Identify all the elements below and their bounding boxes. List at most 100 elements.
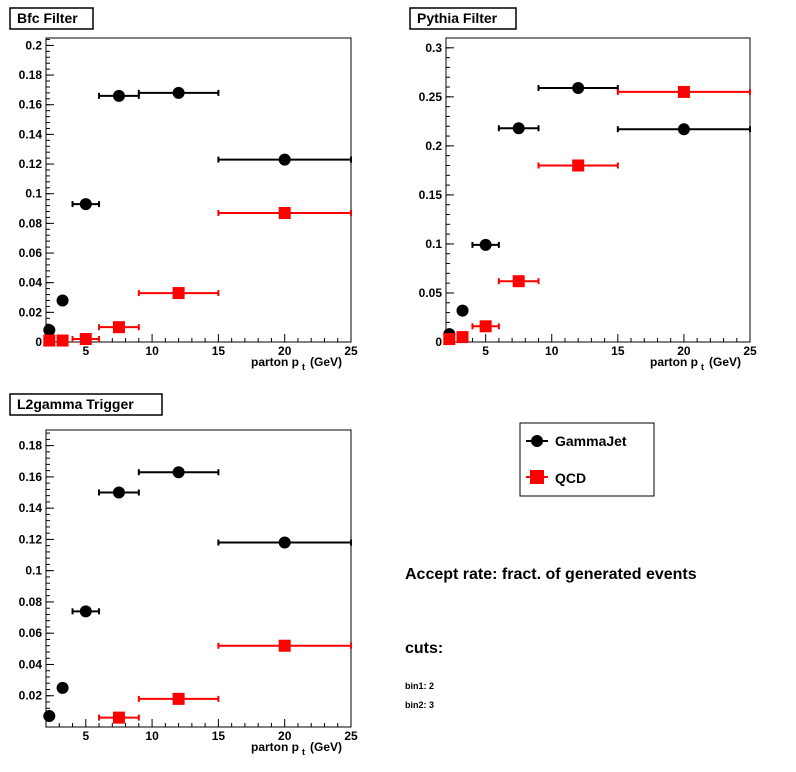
gammajet-point xyxy=(278,536,291,549)
qcd-point xyxy=(172,692,185,705)
y-tick-label: 0.08 xyxy=(19,595,43,609)
x-tick-label: 15 xyxy=(611,344,625,358)
x-axis-label-unit: (GeV) xyxy=(310,355,342,369)
plot-frame xyxy=(45,37,352,343)
y-tick-label: 0.04 xyxy=(19,657,43,671)
y-tick-label: 0.3 xyxy=(425,41,442,55)
data-marks xyxy=(43,86,352,347)
y-tick-label: 0.25 xyxy=(419,90,443,104)
accept-rate-text: Accept rate: fract. of generated events xyxy=(405,566,697,583)
x-axis-label: parton p xyxy=(251,355,299,369)
qcd-point xyxy=(443,333,456,346)
title-box xyxy=(9,7,94,30)
y-tick-label: 0.1 xyxy=(25,187,42,201)
qcd-point xyxy=(278,639,291,652)
axis-ticks: 5 10 15 20 25 0 0.02 0.04 0.06 0.08 0.1 0.12 0.14 0.1… xyxy=(19,38,358,358)
data-marks xyxy=(43,466,352,724)
y-tick-label: 0.02 xyxy=(19,689,43,703)
y-tick-label: 0.06 xyxy=(19,246,43,260)
svg-text:parton pt(GeV): parton p t (GeV) xyxy=(650,355,741,372)
y-tick-label: 0.15 xyxy=(419,188,443,202)
y-tick-label: 0.06 xyxy=(19,626,43,640)
gammajet-point xyxy=(512,122,525,135)
x-axis-label-sub: t xyxy=(302,362,305,372)
gammajet-point xyxy=(572,82,585,95)
plot-frame xyxy=(45,429,352,728)
legend-qcd-marker xyxy=(530,470,544,484)
bin2-text: bin2: 3 xyxy=(405,700,434,710)
qcd-point xyxy=(112,711,125,724)
y-tick-label: 0.16 xyxy=(19,98,43,112)
legend-gammajet-label: GammaJet xyxy=(555,433,627,449)
plot-frame xyxy=(445,37,751,343)
x-tick-label: 5 xyxy=(482,344,489,358)
gammajet-point xyxy=(79,198,92,211)
gammajet-point xyxy=(43,710,56,723)
y-tick-label: 0.08 xyxy=(19,216,43,230)
gammajet-point xyxy=(677,123,690,136)
y-tick-label: 0.18 xyxy=(19,68,43,82)
svg-text:parton pt(GeV): parton p t (GeV) xyxy=(251,740,342,757)
x-tick-label: 5 xyxy=(82,344,89,358)
y-tick-label: 0.12 xyxy=(19,532,43,546)
panel-bfc-filter: Bfc Filter 5 10 15 20 25 0 0.02 0.04 0.06 0.08 0.1… xyxy=(9,7,358,372)
panel-title: Bfc Filter xyxy=(17,10,78,26)
y-tick-label: 0.1 xyxy=(25,564,42,578)
x-axis-label: parton p xyxy=(251,740,299,754)
x-tick-label: 25 xyxy=(344,729,358,743)
qcd-point xyxy=(56,334,69,347)
x-tick-label: 5 xyxy=(82,729,89,743)
x-tick-label: 20 xyxy=(677,344,691,358)
y-tick-label: 0.18 xyxy=(19,439,43,453)
qcd-point xyxy=(479,320,492,333)
axis-ticks: 5 10 15 20 25 0.02 0.04 0.06 0.08 0.1 0.12 0.14 0.16… xyxy=(19,432,358,743)
cuts-label: cuts: xyxy=(405,640,443,657)
y-tick-label: 0 xyxy=(35,335,42,349)
y-tick-label: 0.1 xyxy=(425,237,442,251)
y-tick-label: 0.14 xyxy=(19,127,43,141)
panel-title: L2gamma Trigger xyxy=(17,396,134,412)
gammajet-point xyxy=(479,238,492,251)
qcd-point xyxy=(278,206,291,219)
x-tick-label: 10 xyxy=(145,729,159,743)
panel-title: Pythia Filter xyxy=(417,10,498,26)
qcd-point xyxy=(172,287,185,300)
gammajet-point xyxy=(172,86,185,99)
legend-frame xyxy=(519,422,655,497)
title-box xyxy=(409,7,517,30)
x-tick-label: 25 xyxy=(344,344,358,358)
gammajet-point xyxy=(112,89,125,102)
info-block: Accept rate: fract. of generated events … xyxy=(405,566,697,710)
gammajet-point xyxy=(56,294,69,307)
legend: GammaJet QCD xyxy=(519,422,655,497)
x-axis-label: parton p xyxy=(650,355,698,369)
qcd-point xyxy=(43,334,56,347)
x-tick-label: 20 xyxy=(278,344,292,358)
qcd-point xyxy=(456,331,469,344)
qcd-point xyxy=(512,275,525,288)
x-axis-label-unit: (GeV) xyxy=(709,355,741,369)
panel-pythia-filter: Pythia Filter 5 10 15 20 25 0 0.05 0.1 0.15 0.2 0.… xyxy=(409,7,757,372)
y-tick-label: 0.2 xyxy=(425,139,442,153)
y-tick-label: 0.16 xyxy=(19,470,43,484)
x-axis-label-sub: t xyxy=(701,362,704,372)
y-tick-label: 0 xyxy=(435,335,442,349)
y-tick-label: 0.04 xyxy=(19,276,43,290)
legend-gammajet-marker xyxy=(531,435,543,447)
gammajet-point xyxy=(43,324,56,337)
gammajet-point xyxy=(56,681,69,694)
gammajet-point xyxy=(278,153,291,166)
y-tick-label: 0.12 xyxy=(19,157,43,171)
gammajet-point xyxy=(112,486,125,499)
x-tick-label: 25 xyxy=(743,344,757,358)
qcd-point xyxy=(112,321,125,334)
y-tick-label: 0.2 xyxy=(25,38,42,52)
x-axis-label-unit: (GeV) xyxy=(310,740,342,754)
qcd-point xyxy=(79,333,92,346)
gammajet-point xyxy=(172,466,185,479)
x-tick-label: 10 xyxy=(545,344,559,358)
bin1-text: bin1: 2 xyxy=(405,681,434,691)
panel-l2gamma-trigger: L2gamma Trigger 5 10 15 20 25 0.02 0.04 0.06 0.0… xyxy=(9,393,358,757)
svg-text:parton pt(GeV): parton p t (GeV) xyxy=(251,355,342,372)
